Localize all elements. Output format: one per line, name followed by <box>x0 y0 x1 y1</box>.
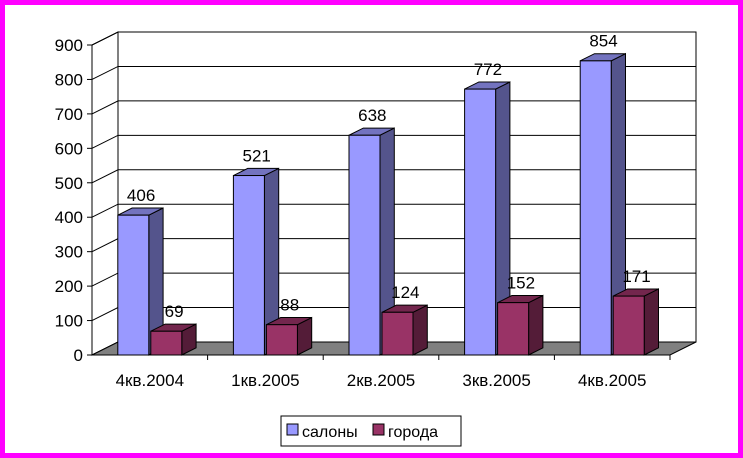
bar-side <box>412 304 428 356</box>
bar-salony <box>348 127 395 356</box>
data-label: 638 <box>358 106 386 125</box>
legend-item: города <box>372 423 438 441</box>
bar-front <box>381 311 414 356</box>
bar-goroda <box>150 323 197 356</box>
bar-salony <box>579 52 626 356</box>
legend-swatch <box>372 423 385 436</box>
y-tick-label: 600 <box>55 139 83 158</box>
bar-front <box>612 295 645 356</box>
data-label: 171 <box>622 267 650 286</box>
side-wall <box>91 31 119 356</box>
x-tick-label: 4кв.2004 <box>116 371 184 390</box>
bar-front <box>117 214 150 356</box>
y-tick-label: 900 <box>55 36 83 55</box>
y-tick-label: 400 <box>55 208 83 227</box>
gridline <box>91 65 696 80</box>
x-tick-label: 1кв.2005 <box>231 371 299 390</box>
data-labels: 406 69 521 88 638 124 772 152 854 171 <box>127 32 651 321</box>
bar-goroda <box>612 288 659 356</box>
bar-side <box>643 288 659 356</box>
y-tick-label: 700 <box>55 105 83 124</box>
bar-salony <box>117 207 164 356</box>
data-label: 88 <box>280 296 299 315</box>
y-tick-label: 300 <box>55 243 83 262</box>
bar-front <box>579 60 612 356</box>
x-tick-label: 2кв.2005 <box>347 371 415 390</box>
bar-front <box>348 134 381 356</box>
legend-swatch <box>286 423 299 436</box>
data-label: 69 <box>165 302 184 321</box>
y-tick-label: 0 <box>74 346 83 365</box>
x-axis: 4кв.2004 1кв.2005 2кв.2005 3кв.2005 4кв.2005 <box>92 354 671 390</box>
legend-box <box>280 415 462 447</box>
x-tick-label: 4кв.2005 <box>578 371 646 390</box>
bar-side <box>528 294 544 356</box>
bar-salony <box>464 81 511 356</box>
legend: салоны города <box>280 415 462 447</box>
bar-front <box>150 330 183 356</box>
legend-label: салоны <box>302 424 358 441</box>
bar-front <box>497 302 530 356</box>
data-label: 406 <box>127 186 155 205</box>
x-tick-label: 3кв.2005 <box>462 371 530 390</box>
data-label: 854 <box>589 32 617 51</box>
data-label: 124 <box>391 283 419 302</box>
y-tick-label: 100 <box>55 312 83 331</box>
bar-front <box>232 175 265 356</box>
y-axis: 0 100 200 300 400 500 600 700 800 900 <box>55 36 93 365</box>
bar-front <box>265 324 298 356</box>
gridline <box>91 31 696 46</box>
bar-salony <box>232 167 280 356</box>
data-label: 521 <box>243 146 271 165</box>
bar-goroda <box>497 294 544 356</box>
data-label: 152 <box>507 273 535 292</box>
y-tick-label: 800 <box>55 70 83 89</box>
y-tick-label: 500 <box>55 174 83 193</box>
bars <box>117 52 659 356</box>
bar-front <box>464 88 497 356</box>
legend-item: салоны <box>286 423 358 441</box>
data-label: 772 <box>474 60 502 79</box>
legend-label: города <box>388 424 438 441</box>
bar-goroda <box>381 304 428 356</box>
bar-goroda <box>265 316 313 356</box>
y-tick-label: 200 <box>55 277 83 296</box>
